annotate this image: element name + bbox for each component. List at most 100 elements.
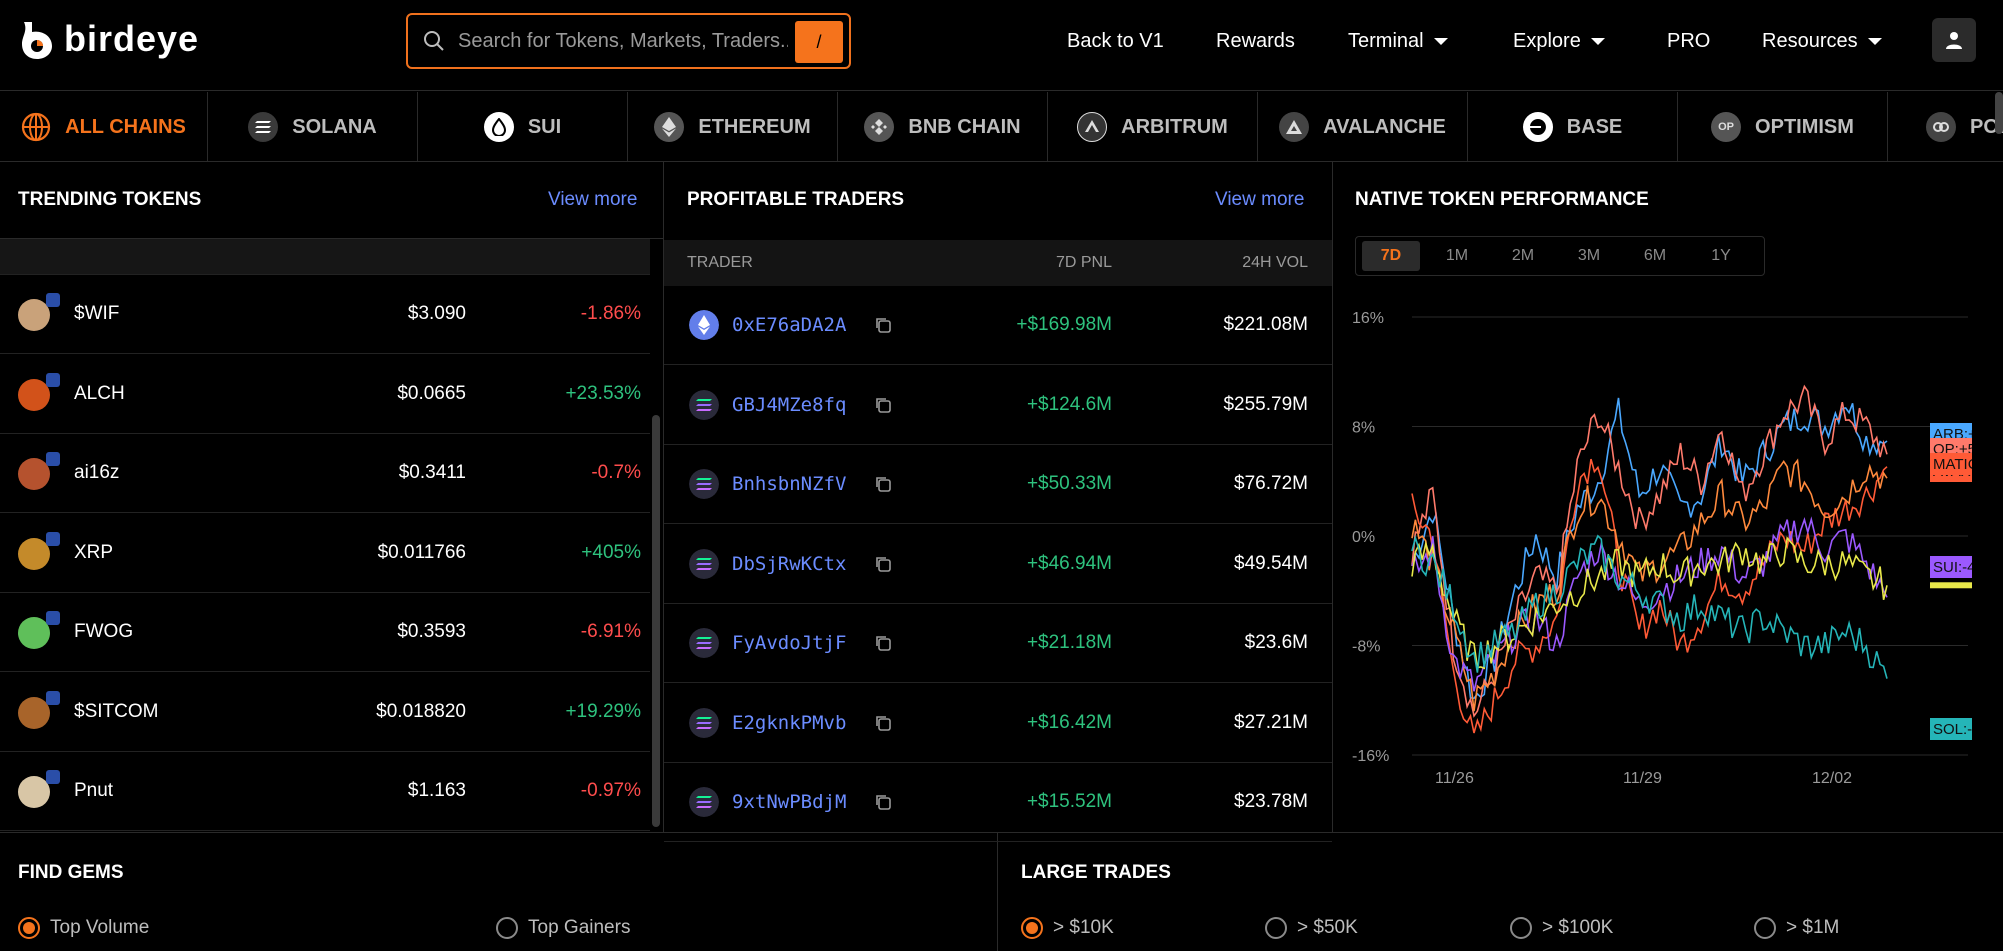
timeframe-3m[interactable]: 3M xyxy=(1577,247,1601,264)
trader-address-link[interactable]: E2gknkPMvb xyxy=(732,711,847,734)
list-item[interactable]: FWOG $0.3593 -6.91% xyxy=(0,593,650,672)
copy-icon[interactable] xyxy=(874,793,892,811)
chain-tab-optimism[interactable]: OP OPTIMISM xyxy=(1678,92,1888,162)
list-item[interactable]: $WIF $3.090 -1.86% xyxy=(0,275,650,354)
trader-7d-pnl: +$50.33M xyxy=(1026,473,1112,494)
copy-icon[interactable] xyxy=(874,396,892,414)
solana-icon xyxy=(689,787,719,817)
y-tick-label: -16% xyxy=(1352,748,1389,765)
trader-address-link[interactable]: GBJ4MZe8fq xyxy=(732,393,847,416)
profitable-traders-title: PROFITABLE TRADERS xyxy=(687,189,905,210)
x-tick-label: 11/29 xyxy=(1623,770,1662,787)
chain-label: AVALANCHE xyxy=(1323,115,1446,138)
timeframe-6m[interactable]: 6M xyxy=(1643,247,1667,264)
timeframe-2m[interactable]: 2M xyxy=(1511,247,1535,264)
timeframe-7d[interactable]: 7D xyxy=(1362,241,1420,271)
list-item-partial[interactable] xyxy=(0,239,650,275)
token-chain-badge-icon xyxy=(46,531,60,546)
chain-tab-sui[interactable]: SUI xyxy=(418,92,628,162)
copy-icon[interactable] xyxy=(874,555,892,573)
trending-view-more-link[interactable]: View more xyxy=(548,189,638,210)
list-item[interactable]: $SITCOM $0.018820 +19.29% xyxy=(0,673,650,752)
nav-back-to-v1[interactable]: Back to V1 xyxy=(1067,26,1164,56)
trader-address-link[interactable]: 0xE76aDA2A xyxy=(732,314,847,336)
radio-over-10k[interactable]: > $10K xyxy=(1021,917,1114,939)
copy-icon[interactable] xyxy=(874,316,892,334)
token-change: +19.29% xyxy=(565,700,641,722)
trader-address-link[interactable]: 9xtNwPBdjM xyxy=(732,791,847,813)
column-header-trader[interactable]: TRADER xyxy=(687,254,753,271)
table-row[interactable]: E2gknkPMvb +$16.42M $27.21M xyxy=(664,684,1332,763)
list-item[interactable]: XRP $0.011766 +405% xyxy=(0,514,650,593)
radio-over-50k[interactable]: > $50K xyxy=(1265,917,1358,939)
avalanche-icon xyxy=(1279,112,1310,142)
table-row[interactable]: BnhsbnNZfV +$50.33M $76.72M xyxy=(664,445,1332,524)
copy-icon[interactable] xyxy=(874,634,892,652)
nav-label: PRO xyxy=(1667,29,1711,52)
user-account-button[interactable] xyxy=(1932,18,1976,62)
list-item[interactable]: Pnut $1.163 -0.97% xyxy=(0,752,650,831)
ethereum-icon xyxy=(689,310,719,340)
series-end-marker-bnb xyxy=(1930,582,1972,589)
search-input[interactable] xyxy=(458,29,788,53)
nav-label: Back to V1 xyxy=(1067,29,1164,52)
chain-tab-all-chains[interactable]: ALL CHAINS xyxy=(0,92,208,162)
chain-tab-polygon[interactable]: POL xyxy=(1888,92,2003,162)
trader-address-link[interactable]: FyAvdoJtjF xyxy=(732,632,847,654)
nav-explore[interactable]: Explore xyxy=(1513,26,1605,56)
birdeye-logo-icon xyxy=(22,22,52,59)
column-header-24h-vol[interactable]: 24H VOL xyxy=(1242,254,1308,271)
list-item[interactable]: ALCH $0.0665 +23.53% xyxy=(0,355,650,434)
token-change: -0.97% xyxy=(580,780,641,801)
token-name: $WIF xyxy=(74,303,120,324)
trader-24h-volume: $23.78M xyxy=(1234,791,1308,812)
chain-tab-base[interactable]: BASE xyxy=(1468,92,1678,162)
chain-label: SUI xyxy=(527,115,562,138)
search-bar[interactable]: / xyxy=(406,13,851,69)
divider xyxy=(0,238,663,239)
chain-tab-arbitrum[interactable]: ARBITRUM xyxy=(1048,92,1258,162)
list-item[interactable]: ai16z $0.3411 -0.7% xyxy=(0,434,650,513)
radio-over-100k[interactable]: > $100K xyxy=(1510,917,1613,939)
chain-tab-ethereum[interactable]: ETHEREUM xyxy=(628,92,838,162)
trending-list-scrollbar[interactable] xyxy=(652,415,660,827)
native-token-performance-chart[interactable]: 16%8%0%-8%-16%11/2611/2912/02ARB:+6.94%O… xyxy=(1352,300,1972,790)
chain-label: ARBITRUM xyxy=(1121,115,1228,138)
traders-view-more-link[interactable]: View more xyxy=(1215,189,1305,210)
copy-icon[interactable] xyxy=(874,714,892,732)
nav-rewards[interactable]: Rewards xyxy=(1216,26,1295,56)
chain-tab-solana[interactable]: SOLANA xyxy=(208,92,418,162)
table-row[interactable]: 0xE76aDA2A +$169.98M $221.08M xyxy=(664,286,1332,365)
radio-label: Top Gainers xyxy=(528,917,631,938)
arbitrum-icon xyxy=(1077,112,1108,142)
chain-bar-scrollbar[interactable] xyxy=(1995,92,2003,134)
copy-icon[interactable] xyxy=(874,475,892,493)
trader-address-link[interactable]: DbSjRwKCtx xyxy=(732,552,847,575)
chain-tab-avalanche[interactable]: AVALANCHE xyxy=(1258,92,1468,162)
chain-label: ETHEREUM xyxy=(698,115,811,138)
column-header-7d-pnl[interactable]: 7D PNL xyxy=(1055,254,1112,271)
table-row[interactable]: GBJ4MZe8fq +$124.6M $255.79M xyxy=(664,366,1332,445)
radio-top-gainers[interactable]: Top Gainers xyxy=(496,917,630,939)
token-avatar xyxy=(18,299,50,331)
table-row[interactable]: FyAvdoJtjF +$21.18M $23.6M xyxy=(664,604,1332,683)
nav-resources[interactable]: Resources xyxy=(1762,26,1882,56)
trader-address-link[interactable]: BnhsbnNZfV xyxy=(732,473,847,495)
trending-tokens-list[interactable]: $WIF $3.090 -1.86% ALCH $0.0665 +23.53% ai16z $… xyxy=(0,239,663,832)
radio-top-volume[interactable]: Top Volume xyxy=(18,917,149,939)
token-price: $0.3593 xyxy=(397,621,466,642)
solana-icon xyxy=(248,112,279,142)
table-row[interactable]: 9xtNwPBdjM +$15.52M $23.78M xyxy=(664,763,1332,842)
search-shortcut-key: / xyxy=(795,21,843,63)
radio-over-1m[interactable]: > $1M xyxy=(1754,917,1839,939)
nav-terminal[interactable]: Terminal xyxy=(1348,26,1448,56)
table-row[interactable]: DbSjRwKCtx +$46.94M $49.54M xyxy=(664,525,1332,604)
timeframe-1m[interactable]: 1M xyxy=(1445,247,1469,264)
trader-24h-volume: $23.6M xyxy=(1244,632,1308,653)
nav-pro[interactable]: PRO xyxy=(1667,26,1710,56)
chain-tab-bnb-chain[interactable]: BNB CHAIN xyxy=(838,92,1048,162)
chain-label: BNB CHAIN xyxy=(908,115,1021,138)
timeframe-1y[interactable]: 1Y xyxy=(1711,247,1731,264)
polygon-icon xyxy=(1926,112,1956,142)
brand-logo[interactable]: birdeye xyxy=(18,18,199,60)
